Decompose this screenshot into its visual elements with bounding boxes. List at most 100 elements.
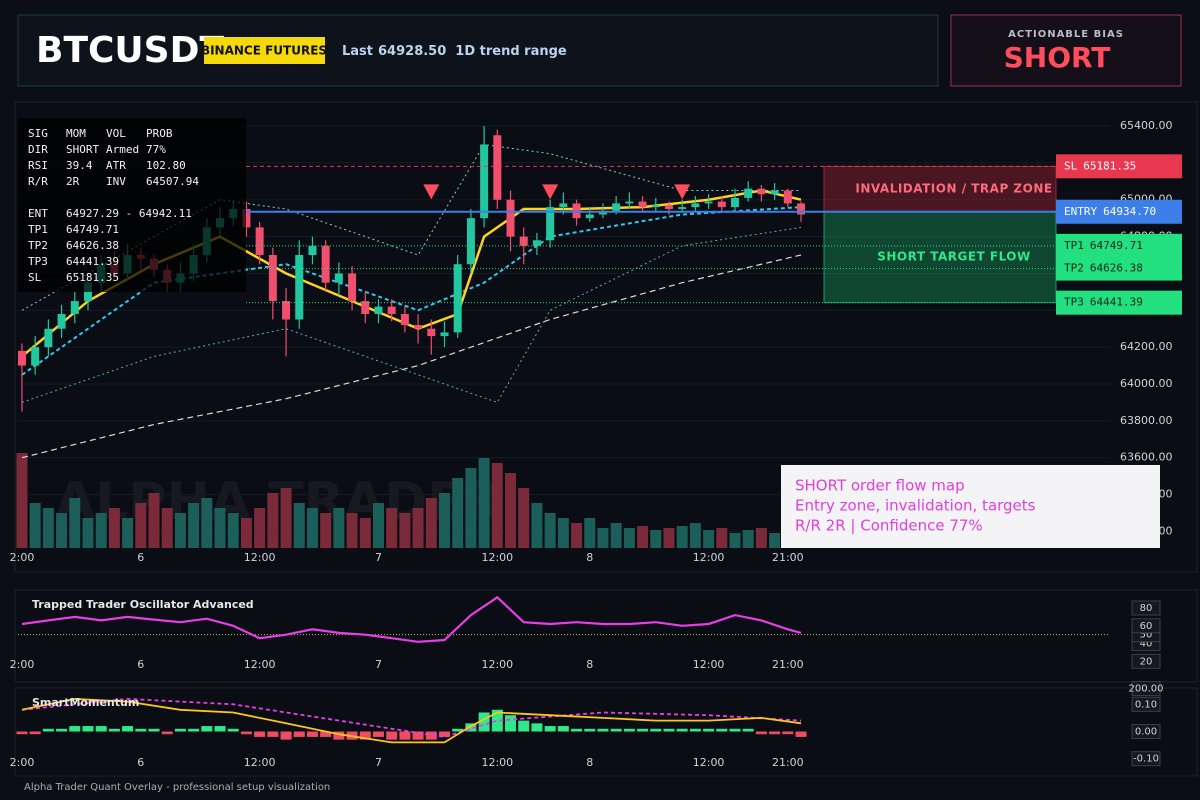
- momentum-bar: [108, 728, 120, 732]
- momentum-bar: [531, 723, 543, 732]
- sell-signal: [542, 184, 559, 200]
- volume-bar: [214, 508, 226, 548]
- momentum-bar: [95, 726, 107, 732]
- momentum-bar: [254, 731, 266, 737]
- zone: [823, 211, 1057, 304]
- candle-body: [651, 205, 660, 208]
- level-box: [1056, 256, 1182, 281]
- footer: Alpha Trader Quant Overlay - professiona…: [24, 782, 330, 793]
- level-box: [1056, 233, 1182, 258]
- candle-body: [268, 255, 277, 302]
- volume-bar: [584, 518, 596, 548]
- volume-bar: [372, 503, 384, 548]
- candle-body: [506, 199, 515, 237]
- candle-body: [414, 325, 423, 329]
- candle-body: [321, 245, 330, 283]
- momentum-bar: [637, 728, 649, 732]
- volume-bar: [478, 458, 490, 548]
- momentum-bar: [399, 731, 411, 740]
- volume-bar: [531, 503, 543, 548]
- momentum-bar: [571, 728, 583, 732]
- panel-title: SmartMomentum: [32, 696, 139, 709]
- level-value: 64749.71: [1090, 239, 1143, 252]
- momentum-bar: [478, 712, 490, 732]
- momentum-line: [21, 697, 802, 744]
- info-cell: ATR: [106, 159, 126, 172]
- overlay-line: [21, 254, 802, 459]
- x-tick-label: 12:00: [481, 551, 513, 564]
- momentum-bar: [623, 728, 635, 732]
- info-cell: 64927.29 - 64942.11: [66, 207, 192, 220]
- x-tick-label: 6: [137, 658, 144, 671]
- x-tick-label: 6: [137, 756, 144, 769]
- momentum-bar: [320, 731, 332, 737]
- info-cell: INV: [106, 175, 126, 188]
- candle-body: [242, 208, 251, 228]
- x-tick-label: 2:00: [10, 551, 35, 564]
- x-tick-label: 12:00: [693, 658, 725, 671]
- x-tick-label: 21:00: [772, 658, 804, 671]
- bias-value: SHORT: [1004, 41, 1111, 74]
- volume-bar: [439, 493, 451, 548]
- volume-bar: [161, 508, 173, 548]
- candle-body: [664, 205, 673, 209]
- momentum-bar: [425, 731, 437, 740]
- volume-bar: [148, 493, 160, 548]
- volume-bar: [188, 503, 200, 548]
- momentum-bar: [16, 731, 28, 735]
- momentum-bar: [465, 723, 477, 732]
- info-cell: PROB: [146, 127, 173, 140]
- level-label: TP3 64441.39: [1064, 296, 1143, 309]
- momentum-bar: [663, 728, 675, 732]
- oscillator-panel: [14, 589, 1198, 683]
- y-tick-label: 0.00: [1135, 727, 1157, 738]
- y-tick-label: 200.00: [1129, 684, 1164, 695]
- momentum-bar: [703, 728, 715, 732]
- candle-body: [783, 190, 792, 204]
- candle-body: [757, 188, 766, 195]
- momentum-bar: [214, 726, 226, 732]
- info-text: SIG MOM VOL PROB DIR SHORT Armed 77% RSI 39.4 ATR 1…: [28, 127, 199, 284]
- x-tick-label: 12:00: [244, 551, 276, 564]
- volume-bar: [610, 523, 622, 548]
- annotation-line: R/R 2R | Confidence 77%: [795, 517, 983, 535]
- candle-body: [730, 197, 739, 208]
- volume-bar: [95, 513, 107, 548]
- volume-bar: [174, 513, 186, 548]
- candle-body: [400, 313, 409, 326]
- candle-body: [374, 306, 383, 314]
- x-tick-label: 21:00: [772, 551, 804, 564]
- x-tick-label: 12:00: [693, 756, 725, 769]
- y-tick-label: 64000.00: [1120, 377, 1173, 390]
- volume-bar: [56, 513, 68, 548]
- candle-body: [453, 264, 462, 333]
- volume-bar: [82, 518, 94, 548]
- momentum-bar: [174, 728, 186, 732]
- exchange-badge: [204, 37, 325, 64]
- x-tick-label: 2:00: [10, 756, 35, 769]
- momentum-bar: [689, 728, 701, 732]
- zone: [823, 165, 1057, 213]
- candle-body: [585, 214, 594, 219]
- candle-body: [770, 190, 779, 195]
- momentum-bar: [386, 731, 398, 740]
- x-tick-label: 12:00: [481, 756, 513, 769]
- x-tick-label: 12:00: [693, 551, 725, 564]
- volume-bar: [122, 518, 134, 548]
- volume-bar: [16, 453, 28, 548]
- candle-body: [255, 227, 264, 256]
- volume-bar: [333, 508, 345, 548]
- volume-bar: [597, 528, 609, 548]
- volume-bar: [769, 533, 781, 548]
- volume-bar: [465, 468, 477, 548]
- oscillator-line: [21, 595, 802, 643]
- candle-body: [493, 135, 502, 200]
- candle-body: [57, 313, 66, 329]
- info-cell: R/R: [28, 175, 48, 188]
- info-cell: TP2: [28, 239, 48, 252]
- volume-bar: [267, 493, 279, 548]
- candle-body: [282, 301, 291, 320]
- y-tick-box: [1131, 653, 1161, 669]
- volume-bar: [412, 508, 424, 548]
